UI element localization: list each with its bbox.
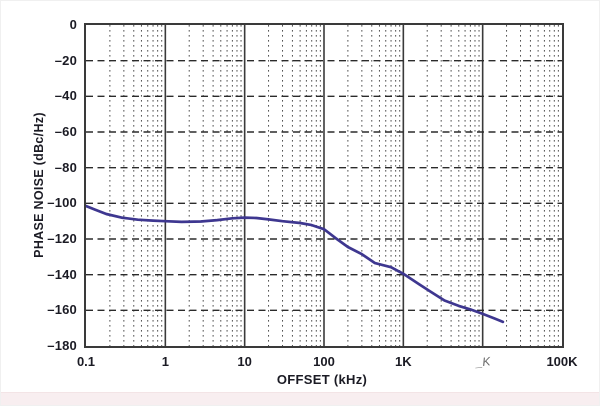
y-tick-label: –180 (47, 338, 77, 353)
x-tick-label: 10 (237, 354, 252, 369)
y-tick-label: 0 (69, 17, 77, 32)
y-tick-label: –60 (54, 124, 77, 139)
plot-canvas (86, 25, 562, 346)
x-tick-label: 100 (313, 354, 335, 369)
x-tick-label: 100K (546, 354, 578, 369)
plot-area (84, 23, 564, 348)
phase-noise-curve (86, 204, 505, 324)
x-axis-title: OFFSET (kHz) (276, 372, 368, 387)
y-tick-label: –20 (54, 52, 77, 68)
y-tick-label: –40 (54, 88, 77, 104)
x-tick-label: 1 (161, 354, 169, 369)
x-tick-label: 0.1 (76, 354, 96, 369)
y-tick-label: –80 (54, 159, 77, 175)
y-axis-title: PHASE NOISE (dBc/Hz) (32, 112, 46, 258)
x-tick-label: 1K (395, 354, 412, 369)
footer-strip (1, 392, 599, 405)
y-tick-label: –100 (47, 195, 77, 211)
y-tick-label: –160 (47, 302, 77, 318)
y-tick-label: –140 (47, 266, 77, 282)
y-tick-label: –120 (47, 231, 77, 246)
